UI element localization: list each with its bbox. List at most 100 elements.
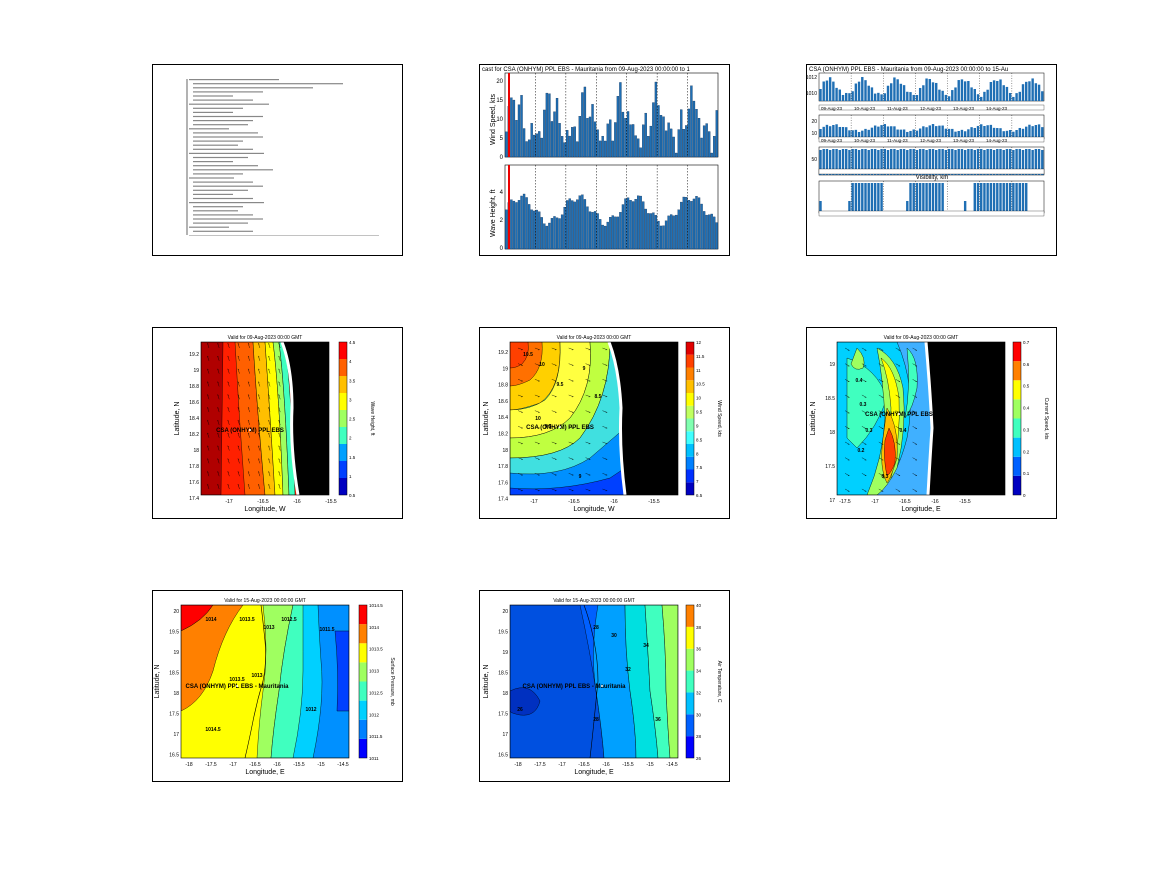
- contour-label: 32: [625, 667, 631, 673]
- wave-bar: [527, 204, 531, 250]
- vector-arrow: [227, 445, 230, 451]
- vector-arrow: [258, 458, 261, 464]
- vector-arrow: [207, 458, 210, 464]
- date-label: 11-Aug-23: [887, 138, 908, 143]
- panel3-bar: [838, 150, 841, 175]
- colorbar-segment: [1013, 437, 1021, 457]
- current-speed-map-thumbnail[interactable]: Valid for 09-Aug-2023 00:00 GMT 0.4 0.3 0.2…: [806, 327, 1057, 519]
- colorbar-segment: [686, 648, 694, 671]
- wave-bar: [644, 208, 647, 250]
- panel1-bar: [838, 89, 841, 101]
- x-tick: -15: [317, 762, 324, 768]
- wave-bar: [563, 206, 566, 250]
- wave-bar: [715, 222, 718, 250]
- y-tick: 19.2: [189, 352, 199, 358]
- panel2-bar: [1005, 130, 1009, 139]
- vector-arrowhead: [247, 484, 250, 486]
- contour-label: 36: [655, 717, 661, 723]
- vector-arrowhead: [227, 432, 229, 435]
- panel4-bar: [973, 183, 976, 213]
- vector-arrow: [268, 356, 271, 361]
- x-tick: -18: [514, 762, 521, 768]
- vector-arrowhead: [247, 343, 250, 345]
- contour-band: [201, 342, 224, 495]
- y-tick: 19: [502, 650, 508, 656]
- panel3-bar: [864, 149, 867, 175]
- wind-bar: [596, 129, 599, 158]
- wind-bar: [533, 134, 536, 158]
- panel4-bar: [1008, 183, 1012, 213]
- vector-arrowhead: [268, 407, 270, 409]
- vector-arrow: [602, 347, 608, 350]
- wind-speed-map-thumbnail[interactable]: Valid for 09-Aug-2023 00:00 GMT 10.5 10 9.5…: [479, 327, 730, 519]
- panel2-bar: [1015, 130, 1018, 139]
- vector-arrow: [602, 426, 608, 429]
- panel2-bar: [976, 125, 980, 139]
- panel1-bar: [986, 89, 989, 101]
- vector-arrow: [268, 368, 271, 374]
- wave-bar: [634, 199, 637, 250]
- x-tick: -16.5: [568, 499, 580, 505]
- wind-bar: [624, 118, 627, 158]
- date-strip: [818, 104, 1045, 111]
- panel1-bar: [1005, 86, 1009, 101]
- contour-band: [661, 605, 678, 758]
- vector-arrow: [207, 420, 210, 425]
- plot-frame: [509, 341, 679, 496]
- wave-bar: [667, 215, 670, 250]
- wave-bar: [664, 220, 668, 250]
- vector-arrow: [237, 394, 240, 400]
- vector-arrow: [278, 484, 281, 490]
- panel1-bar: [886, 85, 890, 101]
- text-report-thumbnail[interactable]: [152, 64, 403, 256]
- map-title: Valid for 15-Aug-2023 00:00:00 GMT: [553, 598, 635, 604]
- date-label: 14-Aug-23: [986, 106, 1008, 111]
- vector-arrowhead: [207, 343, 209, 345]
- vector-arrow: [861, 426, 867, 429]
- wind-bar: [692, 100, 696, 158]
- colorbar-label: Air Temperature, C: [716, 661, 722, 703]
- vector-arrow: [268, 343, 271, 349]
- panel1-bar: [996, 81, 999, 101]
- wave-height-map-thumbnail[interactable]: Valid for 09-Aug-2023 00:00 GMT CSA (ONHY…: [152, 327, 403, 519]
- wind-bar: [548, 93, 551, 158]
- contour-label: 9: [579, 474, 582, 480]
- vector-arrow: [258, 407, 261, 413]
- panel2-bar: [931, 124, 935, 139]
- wind-wave-forecast-thumbnail[interactable]: cast for CSA (ONHYM) PPL EBS - Mauritani…: [479, 64, 730, 256]
- panel2-bar: [1025, 126, 1028, 139]
- ylabel-wave: Wave Height, ft: [490, 189, 497, 237]
- vector-arrow: [551, 457, 557, 460]
- panel1-bar: [973, 89, 976, 101]
- vector-arrow: [278, 445, 281, 451]
- colorbar-tick: 1: [349, 474, 352, 479]
- vector-arrowhead: [278, 471, 280, 473]
- panel1-bar: [963, 81, 967, 101]
- vector-arrow: [534, 410, 540, 413]
- temperature-map-thumbnail[interactable]: Valid for 15-Aug-2023 00:00:00 GMT 28 30 32…: [479, 590, 730, 782]
- wave-bar: [708, 214, 711, 250]
- panel2-bar: [906, 131, 909, 139]
- y-tick: 17.6: [498, 480, 508, 486]
- multi-panel-thumbnail[interactable]: CSA (ONHYM) PPL EBS - Mauritania from 09…: [806, 64, 1057, 256]
- vector-arrow: [602, 394, 608, 397]
- surface-pressure-map-thumbnail[interactable]: Valid for 15-Aug-2023 00:00:00 GMT 1014 10…: [152, 590, 403, 782]
- panel1-bar: [1025, 81, 1028, 101]
- colorbar-segment: [686, 418, 694, 432]
- panel2-bar: [986, 125, 989, 139]
- y-tick: 18.5: [169, 671, 179, 677]
- vector-arrowhead: [247, 381, 250, 383]
- vector-arrow: [895, 441, 901, 445]
- contour-label: 0.2: [858, 448, 865, 454]
- vector-arrow: [247, 343, 250, 349]
- vector-arrowhead: [237, 484, 240, 486]
- vector-arrow: [247, 484, 250, 490]
- map-field: 28 30 32 34 36 28 26: [510, 605, 678, 758]
- wave-bar: [619, 212, 622, 250]
- vector-arrow: [268, 420, 271, 425]
- wind-bar: [626, 111, 630, 158]
- wave-bar: [558, 218, 561, 250]
- colorbar-segment: [686, 605, 694, 627]
- colorbar-tick: 38: [696, 625, 702, 630]
- vector-arrow: [861, 363, 867, 367]
